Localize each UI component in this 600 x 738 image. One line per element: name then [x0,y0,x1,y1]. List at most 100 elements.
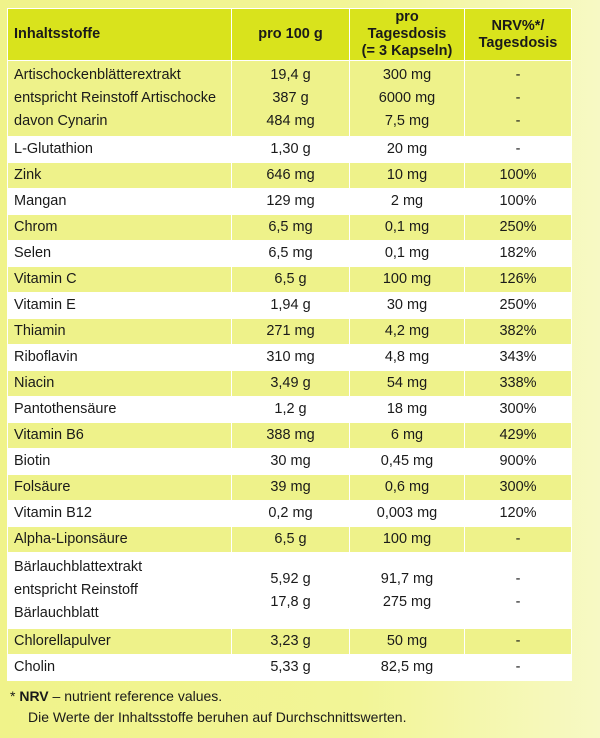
cell-daily-dose-text: 18 mg [386,401,428,417]
table-row: Vitamin C 6,5 g 100 mg 126% [7,266,572,293]
cell-daily-dose-text: 6 mg [390,427,424,443]
cell-nrv-text: - [515,141,521,157]
cell-ingredient-text: Chlorellapulver [14,633,111,649]
cell-nrv: 338% [464,370,572,397]
cell-ingredient: Niacin [7,370,232,397]
cell-daily-dose: 2 mg [349,188,465,215]
cell-per-100g-text: 6,5 mg [268,245,313,261]
cell-per-100g-text: 19,4 g [270,67,311,83]
cell-nrv-text: 382% [499,323,537,339]
header-per-100g: pro 100 g [231,8,350,61]
cell-ingredient-text: Vitamin B6 [14,427,84,443]
cell-daily-dose: 0,6 mg [349,474,465,501]
cell-ingredient-text: Bärlauchblattextrakt [14,559,143,575]
cell-per-100g: 6,5 g [231,266,350,293]
cell-daily-dose: 20 mg [349,136,465,163]
table-row: Mangan 129 mg 2 mg 100% [7,188,572,215]
cell-ingredient: Vitamin E [7,292,232,319]
cell-ingredient-text: Alpha-Liponsäure [14,531,128,547]
cell-nrv: - [464,526,572,553]
cell-nrv-text: - [515,633,521,649]
cell-nrv: 300% [464,474,572,501]
cell-daily-dose-text: 275 mg [382,593,432,610]
cell-nrv-text: 343% [499,349,537,365]
cell-nrv-text: - [515,113,521,129]
cell-daily-dose-text: 4,2 mg [384,323,430,339]
header-nrv-line1: NRV%*/ [491,17,545,34]
cell-nrv: 126% [464,266,572,293]
cell-daily-dose-text: 100 mg [382,271,432,287]
cell-daily-dose: 6 mg [349,422,465,449]
cell-ingredient-text: Selen [14,245,52,261]
cell-nrv-text: 300% [499,479,537,495]
cell-ingredient-text: davon Cynarin [14,113,108,129]
header-daily-dose-line2: (= 3 Kapseln) [361,43,453,59]
cell-nrv: 182% [464,240,572,267]
cell-nrv: -- [464,552,572,629]
cell-daily-dose-text: 54 mg [386,375,428,391]
cell-ingredient: Zink [7,162,232,189]
cell-per-100g: 3,23 g [231,628,350,655]
cell-per-100g-text: 17,8 g [270,593,311,610]
header-daily-dose-line1: pro Tagesdosis [367,9,447,42]
table-row: Thiamin 271 mg 4,2 mg 382% [7,318,572,345]
table-row: Riboflavin 310 mg 4,8 mg 343% [7,344,572,371]
cell-nrv: - [464,654,572,681]
cell-ingredient: Riboflavin [7,344,232,371]
cell-ingredient-text: Artischockenblätterextrakt [14,67,181,83]
cell-nrv: 250% [464,214,572,241]
cell-daily-dose-text: 30 mg [386,297,428,313]
cell-ingredient: Chlorellapulver [7,628,232,655]
cell-daily-dose-text: 2 mg [390,193,424,209]
cell-daily-dose-text: 0,6 mg [384,479,430,495]
cell-ingredient: Alpha-Liponsäure [7,526,232,553]
cell-daily-dose-text: 0,003 mg [376,505,438,521]
cell-daily-dose: 100 mg [349,526,465,553]
cell-ingredient-text: Biotin [14,453,51,469]
cell-nrv: 429% [464,422,572,449]
cell-per-100g-text: 3,23 g [270,633,311,649]
header-daily-dose: pro Tagesdosis (= 3 Kapseln) [349,8,465,61]
cell-daily-dose: 0,003 mg [349,500,465,527]
cell-per-100g-text: 3,49 g [270,375,311,391]
cell-per-100g-text: 1,30 g [270,141,311,157]
cell-daily-dose-text: 91,7 mg [380,570,434,587]
header-ingredients: Inhaltsstoffe [7,8,232,61]
cell-per-100g-text: 388 mg [266,427,315,443]
cell-ingredient: L-Glutathion [7,136,232,163]
cell-daily-dose-text: 7,5 mg [384,113,430,129]
cell-nrv: 900% [464,448,572,475]
cell-daily-dose: 50 mg [349,628,465,655]
cell-daily-dose: 4,2 mg [349,318,465,345]
cell-daily-dose-text: 6000 mg [378,90,436,106]
cell-per-100g-text: 484 mg [266,113,315,129]
cell-daily-dose: 10 mg [349,162,465,189]
cell-ingredient: Biotin [7,448,232,475]
cell-nrv-text: 100% [499,193,537,209]
table-row: Biotin 30 mg 0,45 mg 900% [7,448,572,475]
footnote-line1: * NRV – nutrient reference values. [10,686,406,707]
cell-per-100g: 6,5 g [231,526,350,553]
cell-ingredient-text: Vitamin B12 [14,505,92,521]
cell-ingredient-text: Thiamin [14,323,66,339]
cell-nrv-text: - [515,593,521,610]
cell-per-100g: 5,92 g 17,8 g [231,552,350,629]
cell-daily-dose-text: 0,45 mg [380,453,434,469]
cell-ingredient-text: Vitamin C [14,271,77,287]
table-row: Pantothensäure 1,2 g 18 mg 300% [7,396,572,423]
table-row: Artischockenblätterextrakt entspricht Rei… [7,60,572,137]
cell-per-100g: 388 mg [231,422,350,449]
cell-daily-dose: 18 mg [349,396,465,423]
table-row: Vitamin B12 0,2 mg 0,003 mg 120% [7,500,572,527]
cell-ingredient: Pantothensäure [7,396,232,423]
cell-ingredient-text: Vitamin E [14,297,76,313]
cell-daily-dose: 300 mg 6000 mg 7,5 mg [349,60,465,137]
cell-ingredient: Artischockenblätterextrakt entspricht Rei… [7,60,232,137]
cell-nrv-text: 900% [499,453,537,469]
cell-daily-dose: 82,5 mg [349,654,465,681]
cell-per-100g-text: 0,2 mg [268,505,313,521]
cell-per-100g: 129 mg [231,188,350,215]
cell-ingredient-text: Cholin [14,659,56,675]
cell-daily-dose-text: 0,1 mg [384,219,430,235]
cell-nrv-text: - [515,570,521,587]
